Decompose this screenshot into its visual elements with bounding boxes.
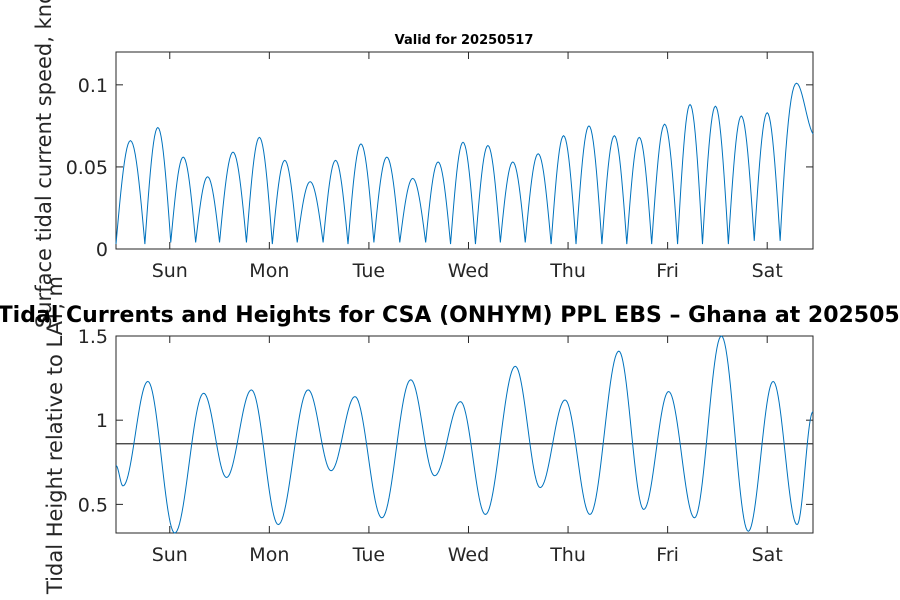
current-speed-y-tick-label: 0.05 xyxy=(66,157,108,179)
tidal-height-series-line xyxy=(115,335,814,534)
tidal-height-y-axis-label: Tidal Height relative to LAT, m xyxy=(43,276,67,595)
current-speed-x-tick-label: Thu xyxy=(549,260,586,282)
tidal-height-plot-area xyxy=(115,335,814,534)
tidal-height-x-tick-label: Thu xyxy=(549,544,586,566)
current-speed-x-tick-label: Sat xyxy=(752,260,783,282)
tidal-height-x-ticks: Sun Mon Tue Wed Thu Fri Sat xyxy=(152,336,783,566)
tidal-height-y-ticks: 0.5 1 1.5 xyxy=(78,326,813,516)
current-speed-x-tick-label: Fri xyxy=(656,260,679,282)
tidal-height-x-tick-label: Sun xyxy=(152,544,188,566)
tidal-height-y-tick-label: 0.5 xyxy=(78,494,108,516)
current-speed-y-ticks: 0 0.05 0.1 xyxy=(66,75,813,261)
tidal-height-x-tick-label: Wed xyxy=(448,544,489,566)
current-speed-series-line xyxy=(115,82,814,245)
current-speed-x-tick-label: Sun xyxy=(152,260,188,282)
current-speed-axes: Valid for 20250517 0 0.05 0.1 Sun Mon Tue Wed… xyxy=(32,0,814,328)
tidal-height-x-tick-label: Mon xyxy=(249,544,289,566)
current-speed-y-tick-label: 0.1 xyxy=(78,75,108,97)
current-speed-x-ticks: Sun Mon Tue Wed Thu Fri Sat xyxy=(152,52,783,282)
tidal-height-axes: 0.5 1 1.5 Sun Mon Tue Wed Thu Fri Sat Tidal Heig… xyxy=(43,276,814,595)
current-speed-x-tick-label: Wed xyxy=(448,260,489,282)
current-speed-y-tick-label: 0 xyxy=(96,239,108,261)
current-speed-x-tick-label: Mon xyxy=(249,260,289,282)
tidal-height-y-tick-label: 1 xyxy=(96,410,108,432)
tidal-height-x-tick-label: Tue xyxy=(352,544,385,566)
tidal-height-x-tick-label: Fri xyxy=(656,544,679,566)
tidal-height-y-tick-label: 1.5 xyxy=(78,326,108,348)
figure-title: Tidal Currents and Heights for CSA (ONHY… xyxy=(0,303,900,328)
current-speed-x-tick-label: Tue xyxy=(352,260,385,282)
tidal-height-x-tick-label: Sat xyxy=(752,544,783,566)
current-speed-title: Valid for 20250517 xyxy=(395,33,534,48)
current-speed-y-axis-label: Surface tidal current speed, knots xyxy=(32,0,56,328)
